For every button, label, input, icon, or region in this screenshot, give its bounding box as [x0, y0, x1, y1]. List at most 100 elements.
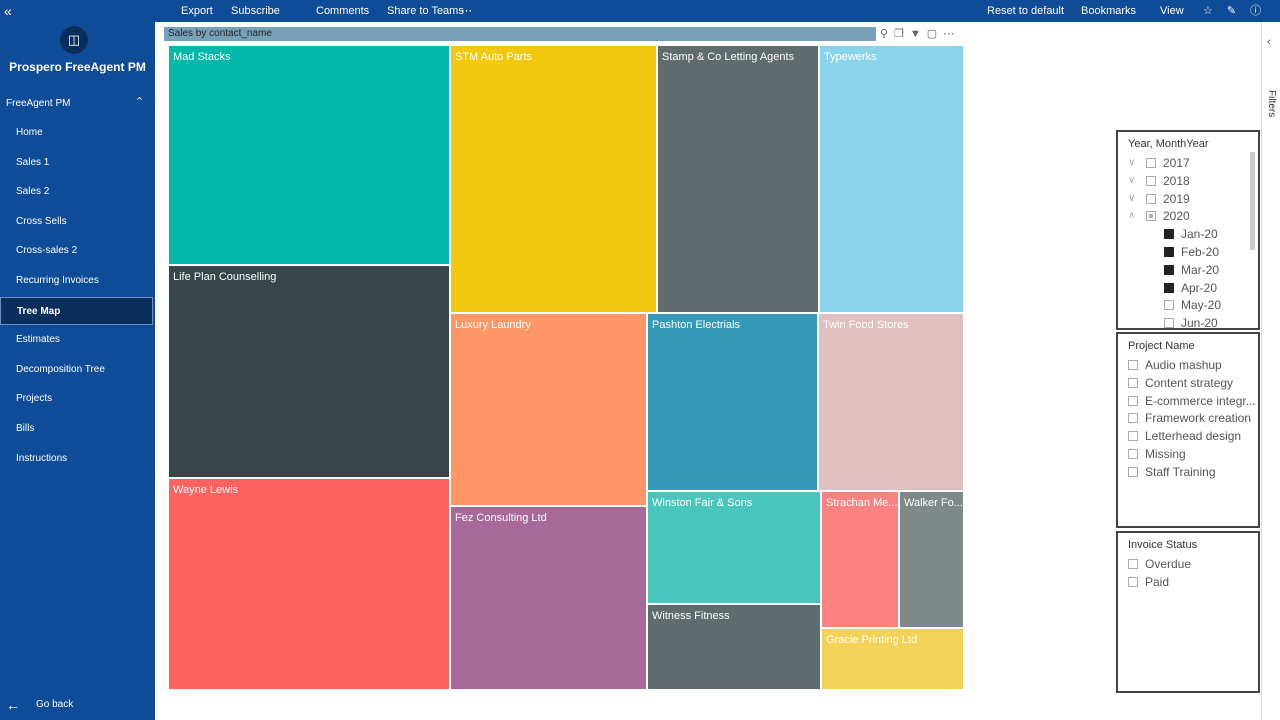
checkbox[interactable] [1128, 431, 1138, 442]
checkbox[interactable] [1164, 282, 1174, 293]
nav-item[interactable]: Sales 2 [16, 186, 50, 198]
checkbox[interactable] [1128, 377, 1138, 388]
slicer-item[interactable]: Feb-20 [1164, 243, 1219, 261]
nav-item[interactable]: Home [16, 127, 43, 138]
treemap-tile[interactable]: Witness Fitness [647, 604, 821, 690]
toolbar-button[interactable]: View [1160, 5, 1184, 17]
nav-item[interactable]: Decomposition Tree [16, 363, 105, 375]
checkbox[interactable] [1128, 395, 1138, 406]
treemap-tile[interactable]: Mad Stacks [168, 45, 450, 265]
item-label: E-commerce integr... [1145, 393, 1256, 408]
tile-label: Walker Fo... [904, 497, 963, 509]
checkbox[interactable] [1128, 360, 1138, 370]
nav-item[interactable]: Recurring Invoices [16, 275, 99, 286]
go-back[interactable]: Go back [36, 699, 74, 710]
filters-pane[interactable]: Filters [1266, 90, 1277, 118]
treemap-tile[interactable]: Twin Food Stores [818, 313, 964, 491]
visual-actions[interactable]: ⚲❐▼▢⋯ [880, 28, 961, 40]
item-label: Staff Training [1145, 464, 1216, 479]
nav-item[interactable]: Cross Sells [16, 215, 67, 227]
item-label: Apr-20 [1181, 280, 1218, 295]
treemap-tile[interactable]: Life Plan Counselling [168, 265, 450, 478]
checkbox[interactable] [1164, 318, 1174, 329]
checkbox[interactable] [1146, 158, 1156, 168]
slicer-item[interactable]: Missing [1128, 445, 1186, 463]
toolbar-button[interactable]: Share to Teams [387, 5, 464, 17]
icons[interactable]: ☆✎ⓘ [1203, 5, 1276, 17]
nav-item[interactable]: Tree Map [0, 296, 153, 325]
checkbox[interactable] [1128, 466, 1138, 477]
slicer-item[interactable]: Jan-20 [1164, 225, 1218, 243]
tile-label: Wayne Lewis [173, 484, 239, 496]
slicer-item[interactable]: Mar-20 [1164, 261, 1219, 279]
slicer-item[interactable]: Overdue [1128, 555, 1191, 573]
toolbar-button[interactable]: Export [181, 5, 213, 17]
checkbox[interactable] [1128, 449, 1138, 459]
app-icon: ◫ [60, 26, 88, 54]
more-button[interactable]: ⋯ [461, 5, 472, 17]
treemap-tile[interactable]: Gracie Printing Ltd [821, 628, 964, 690]
tile-label: STM Auto Parts [455, 51, 533, 63]
treemap-tile[interactable]: Pashton Electrials [647, 313, 818, 491]
section-header[interactable]: FreeAgent PM [6, 98, 71, 109]
pane-toggle[interactable]: ‹ [1267, 36, 1271, 48]
nav-item[interactable]: Cross-sales 2 [16, 245, 78, 257]
expand-icon[interactable]: ∧ [1128, 210, 1136, 222]
checkbox[interactable] [1146, 175, 1156, 186]
slicer-item[interactable]: May-20 [1164, 296, 1221, 314]
visual-header: Sales by contact_name [164, 27, 876, 41]
expand-icon[interactable]: ∨ [1128, 192, 1136, 204]
nav-item[interactable]: Sales 1 [16, 156, 50, 168]
checkbox[interactable] [1164, 264, 1174, 275]
section-toggle[interactable]: ⌃ [135, 96, 145, 108]
slicer: Year, MonthYear 2017 ∨ 2018 ∨ 2019 ∨ 2020 ∧ Jan-2… [1116, 130, 1260, 330]
expand-icon[interactable]: ∨ [1128, 174, 1136, 186]
checkbox[interactable] [1164, 300, 1174, 311]
treemap-tile[interactable]: Wayne Lewis [168, 478, 450, 690]
treemap-tile[interactable]: Winston Fair & Sons [647, 491, 821, 604]
slicer-item[interactable]: 2020 [1146, 207, 1190, 225]
slicer-item[interactable]: 2018 [1146, 172, 1190, 190]
slicer-item[interactable]: E-commerce integr... [1128, 392, 1256, 410]
slicer: Project Name Audio mashup Content strategy… [1116, 332, 1260, 528]
tile-label: Stamp & Co Letting Agents [662, 51, 795, 63]
collapse-button[interactable]: « [4, 3, 12, 19]
nav-item[interactable]: Projects [16, 393, 53, 405]
expand-icon[interactable]: ∨ [1128, 157, 1136, 168]
slicer-item[interactable]: Apr-20 [1164, 279, 1217, 297]
checkbox[interactable] [1128, 413, 1138, 424]
treemap-tile[interactable]: STM Auto Parts [450, 45, 657, 313]
toolbar-button[interactable]: Reset to default [987, 5, 1065, 17]
treemap-tile[interactable]: Typewerks [819, 45, 964, 313]
slicer-item[interactable]: 2019 [1146, 190, 1190, 208]
slicer-item[interactable]: Staff Training [1128, 463, 1216, 481]
slicer-item[interactable]: Paid [1128, 573, 1169, 591]
slicer-item[interactable]: Jun-20 [1164, 314, 1218, 332]
treemap-tile[interactable]: Luxury Laundry [450, 313, 647, 506]
slicer-item[interactable]: Audio mashup [1128, 356, 1222, 374]
toolbar-button[interactable]: Subscribe [231, 5, 280, 17]
treemap-tile[interactable]: Walker Fo... [899, 491, 964, 628]
tile-label: Witness Fitness [652, 610, 730, 622]
back-icon[interactable]: ← [6, 697, 20, 713]
treemap-tile[interactable]: Strachan Me... [821, 491, 899, 628]
nav-item[interactable]: Bills [16, 423, 35, 434]
checkbox[interactable] [1164, 247, 1174, 257]
toolbar-button[interactable]: Comments [316, 5, 370, 17]
checkbox[interactable] [1128, 576, 1138, 587]
checkbox[interactable] [1146, 211, 1156, 222]
treemap-tile[interactable]: Fez Consulting Ltd [450, 506, 647, 690]
slicer-item[interactable]: Letterhead design [1128, 427, 1241, 445]
nav-item[interactable]: Instructions [16, 452, 68, 464]
toolbar-button[interactable]: Bookmarks [1081, 5, 1137, 17]
slicer-item[interactable]: 2017 [1146, 154, 1190, 172]
nav-item[interactable]: Estimates [16, 334, 60, 346]
checkbox[interactable] [1128, 559, 1138, 569]
treemap-tile[interactable]: Stamp & Co Letting Agents [657, 45, 819, 313]
slicer-title: Project Name [1128, 340, 1195, 352]
slicer-item[interactable]: Framework creation [1128, 409, 1251, 427]
checkbox[interactable] [1164, 229, 1174, 240]
slicer-item[interactable]: Content strategy [1128, 374, 1233, 392]
item-label: Framework creation [1145, 411, 1252, 426]
checkbox[interactable] [1146, 193, 1156, 204]
